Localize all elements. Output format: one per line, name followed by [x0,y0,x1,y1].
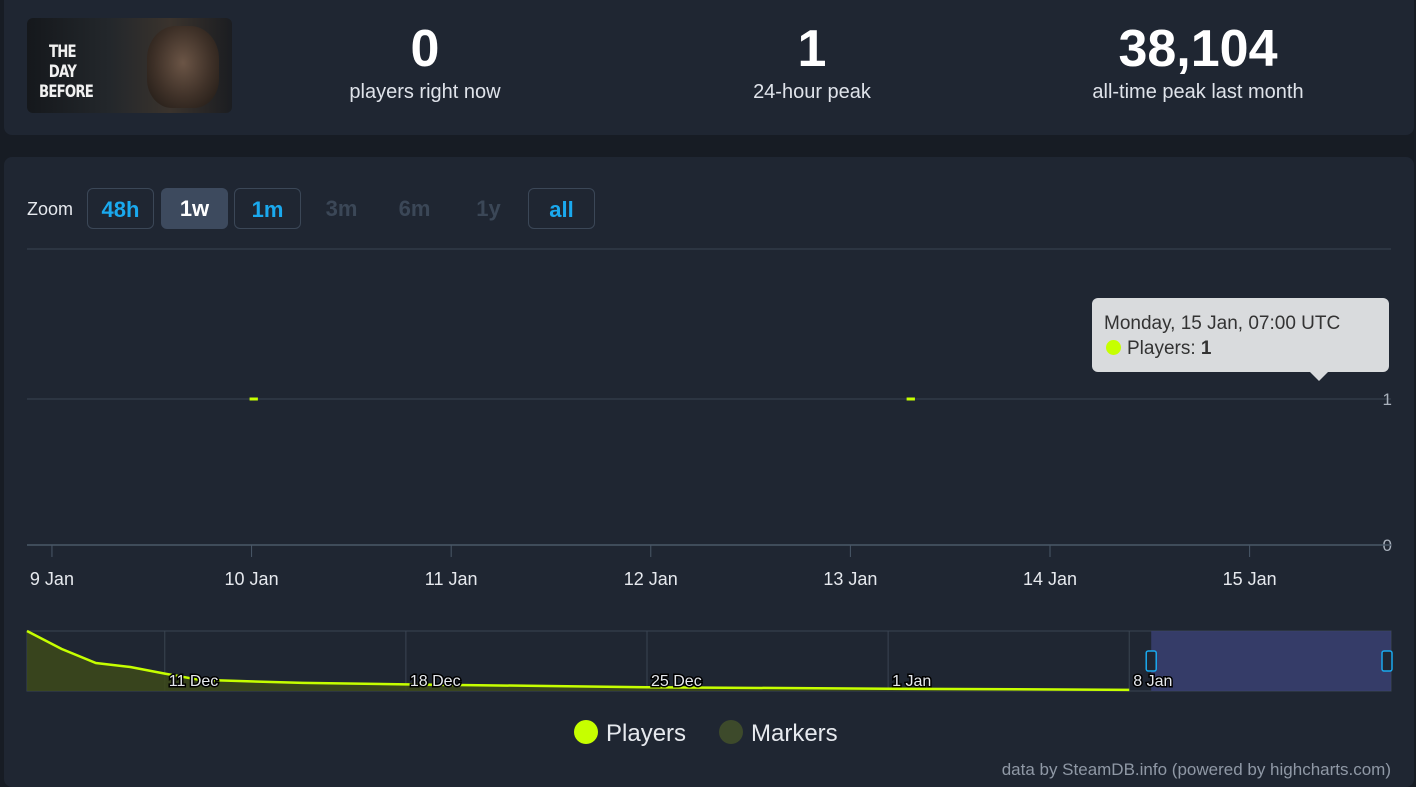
legend-dot-icon [719,720,743,744]
tooltip-row: Players: 1 [1106,338,1212,360]
stat-value: 1 [797,20,827,78]
legend-item-players[interactable]: Players [574,720,686,748]
zoom-button-all[interactable]: all [528,188,595,229]
navigator-handle [1145,650,1157,672]
logo-line-1: THE DAY [48,42,77,82]
stat-label: 24-hour peak [753,81,871,103]
zoom-button-1w[interactable]: 1w [161,188,228,229]
tooltip-date: Monday, 15 Jan, 07:00 UTC [1104,313,1341,334]
x-tick-label: 12 Jan [624,569,678,589]
zoom-button-48h[interactable]: 48h [87,188,154,229]
stat-current-players: 0 players right now [260,18,590,104]
zoom-label: Zoom [27,199,74,219]
stat-24h-peak: 1 24-hour peak [647,18,977,104]
legend-label: Markers [751,720,838,747]
game-thumbnail[interactable]: THE DAY BEFORE [27,18,232,113]
zoom-button-3m: 3m [325,196,358,221]
navigator-tick-label: 18 Dec [410,673,461,690]
series-dot-icon [1106,340,1121,355]
zoom-button-1y: 1y [476,196,501,221]
legend-dot-icon [574,720,598,744]
x-tick-label: 10 Jan [225,569,279,589]
character-portrait [147,26,219,108]
stat-label: players right now [349,81,501,103]
navigator-selection [1151,631,1391,691]
stat-label: all-time peak last month [1092,81,1304,103]
stat-value: 0 [410,20,440,78]
x-tick-label: 14 Jan [1023,569,1077,589]
navigator-handle [1381,650,1393,672]
tooltip-value: 1 [1200,338,1212,359]
zoom-button-1m[interactable]: 1m [234,188,301,229]
x-tick-label: 13 Jan [823,569,877,589]
chart-credits[interactable]: data by SteamDB.info (powered by highcha… [1001,760,1391,779]
stat-value: 38,104 [1118,20,1278,78]
legend-label: Players [606,720,687,747]
navigator-tick-label: 25 Dec [651,673,702,690]
game-logo: THE DAY BEFORE [39,42,94,102]
logo-line-2: BEFORE [39,82,94,102]
navigator-tick-label: 11 Dec [169,673,219,690]
legend-item-markers[interactable]: Markers [719,720,838,748]
navigator-line [26,629,1130,692]
zoom-button-6m: 6m [398,196,431,221]
y-tick-label: 1 [1383,390,1392,409]
navigator-tick-label: 8 Jan [1133,673,1172,690]
stat-alltime-peak: 38,104 all-time peak last month [1033,18,1363,104]
navigator-tick-label: 1 Jan [892,673,931,690]
navigator-area [27,631,1130,691]
tooltip-series-label: Players: [1127,338,1201,359]
x-tick-label: 9 Jan [30,569,74,589]
stats-panel: THE DAY BEFORE 0 players right now 1 24-… [4,0,1414,135]
x-tick-label: 15 Jan [1223,569,1277,589]
chart-tooltip: Monday, 15 Jan, 07:00 UTC Players: 1 [1092,298,1389,381]
x-tick-label: 11 Jan [425,569,478,589]
